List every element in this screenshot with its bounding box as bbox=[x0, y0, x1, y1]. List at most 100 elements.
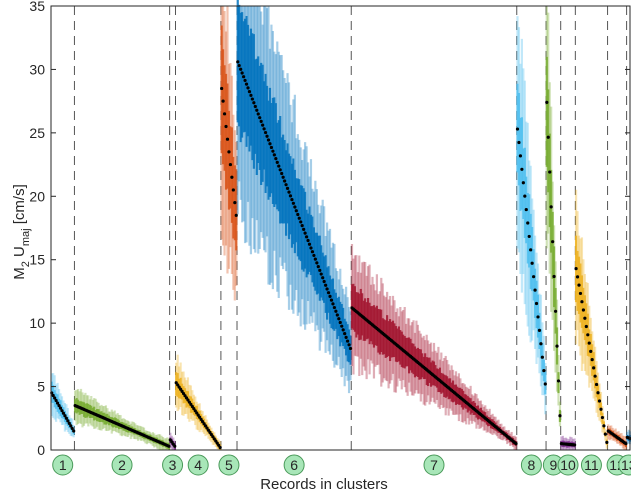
median-point bbox=[60, 409, 64, 413]
median-point bbox=[297, 216, 301, 220]
cluster-8-points bbox=[515, 127, 547, 386]
median-point bbox=[262, 127, 266, 131]
median-point bbox=[252, 101, 256, 105]
median-point bbox=[334, 309, 338, 313]
median-point bbox=[288, 194, 293, 198]
cluster-badge-circle bbox=[52, 454, 74, 476]
cluster-badge-label: 10 bbox=[560, 457, 576, 473]
cluster-badge-2: 2 bbox=[111, 454, 133, 476]
median-point bbox=[599, 407, 603, 411]
median-point bbox=[597, 399, 602, 403]
median-point bbox=[549, 205, 553, 209]
median-point bbox=[300, 224, 304, 228]
median-point bbox=[220, 86, 224, 91]
cluster-badge-label: 3 bbox=[169, 457, 177, 473]
median-point bbox=[332, 305, 337, 310]
median-point bbox=[222, 112, 227, 116]
median-point bbox=[263, 130, 268, 135]
median-point bbox=[240, 71, 244, 75]
cluster-7-bars bbox=[350, 244, 518, 450]
median-point bbox=[575, 275, 580, 279]
median-point bbox=[345, 339, 350, 343]
median-point bbox=[344, 335, 348, 339]
cluster-badge-1: 1 bbox=[52, 454, 74, 476]
cluster-badge-label: 1 bbox=[59, 457, 67, 473]
median-point bbox=[532, 275, 536, 279]
median-point bbox=[309, 246, 313, 250]
cluster-badge-4: 4 bbox=[187, 454, 209, 476]
median-point bbox=[275, 160, 279, 164]
median-point bbox=[221, 99, 225, 103]
median-point bbox=[530, 261, 534, 265]
median-point bbox=[596, 391, 600, 395]
median-point bbox=[243, 78, 247, 83]
cluster-badge-circle bbox=[187, 454, 209, 476]
chart-marks bbox=[50, 0, 631, 450]
y-axis-label: M2 Umaj [cm/s] bbox=[11, 184, 32, 280]
median-point bbox=[291, 201, 295, 205]
median-point bbox=[542, 369, 546, 373]
median-point bbox=[67, 421, 71, 425]
y-axis-label-sub2: maj bbox=[20, 228, 32, 246]
median-point bbox=[340, 324, 344, 328]
median-point bbox=[584, 324, 588, 329]
median-point bbox=[521, 181, 525, 185]
cluster-badge-8: 8 bbox=[520, 454, 542, 476]
axes-box bbox=[50, 5, 631, 451]
median-point bbox=[331, 302, 335, 306]
median-point bbox=[225, 137, 230, 141]
median-point bbox=[518, 154, 523, 158]
median-point bbox=[326, 291, 331, 295]
median-point bbox=[72, 429, 76, 433]
cluster-6-points bbox=[236, 60, 353, 351]
median-point bbox=[536, 315, 540, 319]
y-tick-label: 35 bbox=[29, 0, 45, 14]
median-point bbox=[552, 274, 556, 279]
median-point bbox=[574, 266, 578, 271]
cluster-badge-13: 13 bbox=[618, 454, 631, 476]
cluster-6-bars bbox=[236, 0, 352, 394]
median-point bbox=[66, 419, 70, 423]
median-point bbox=[553, 309, 558, 313]
median-point bbox=[258, 116, 262, 120]
cluster-badge-label: 4 bbox=[194, 457, 202, 473]
median-point bbox=[318, 268, 322, 272]
median-point bbox=[54, 398, 58, 403]
median-point bbox=[523, 194, 527, 198]
median-point bbox=[348, 346, 353, 351]
x-axis-label: Records in clusters bbox=[260, 476, 388, 493]
median-point bbox=[296, 212, 300, 217]
median-point bbox=[517, 140, 521, 145]
cluster-badge-11: 11 bbox=[580, 454, 602, 476]
median-point bbox=[543, 382, 547, 386]
median-point bbox=[578, 291, 583, 296]
median-point bbox=[272, 153, 276, 157]
median-point bbox=[594, 382, 599, 387]
cluster-means bbox=[50, 60, 631, 450]
median-point bbox=[61, 411, 66, 415]
median-point bbox=[236, 60, 240, 64]
median-point bbox=[534, 301, 539, 306]
median-point bbox=[347, 343, 351, 347]
median-point bbox=[603, 432, 607, 436]
median-point bbox=[233, 201, 237, 205]
median-point bbox=[310, 250, 315, 254]
median-point bbox=[57, 404, 61, 408]
median-point bbox=[313, 257, 317, 261]
cluster-badge-label: 13 bbox=[621, 457, 631, 473]
y-axis-label-sub1: 2 bbox=[20, 261, 32, 267]
median-point bbox=[58, 406, 63, 410]
cluster-badge-label: 11 bbox=[584, 457, 599, 473]
median-point bbox=[526, 221, 530, 225]
cluster-4-points bbox=[174, 381, 222, 450]
cluster-badge-10: 10 bbox=[557, 454, 579, 476]
median-point bbox=[602, 424, 606, 428]
median-point bbox=[335, 313, 339, 317]
median-point bbox=[338, 320, 342, 325]
median-point bbox=[227, 150, 231, 154]
y-axis-ticks: 0 5 10 15 20 25 30 35 bbox=[29, 0, 630, 458]
median-point bbox=[269, 145, 274, 150]
median-point bbox=[290, 197, 294, 202]
median-point bbox=[587, 341, 591, 345]
